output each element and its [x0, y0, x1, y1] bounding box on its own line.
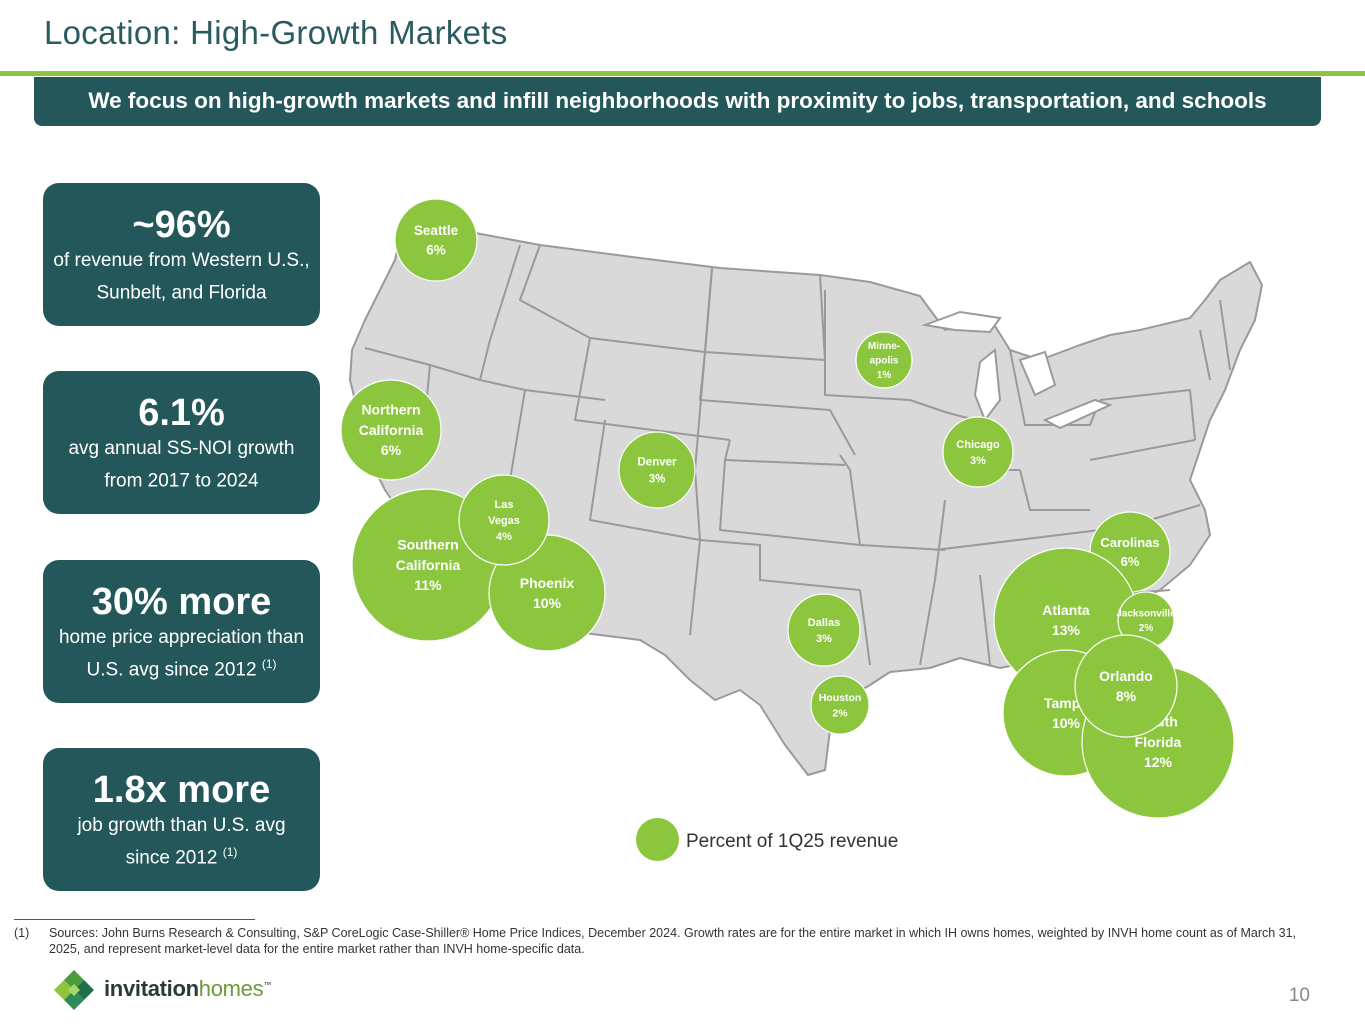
market-percent-tampa: 10%	[1052, 715, 1081, 731]
market-bubble-orlando: Orlando 8%	[1074, 634, 1178, 738]
market-label-atlanta: Atlanta	[1042, 602, 1090, 618]
market-percent-orlando: 8%	[1116, 688, 1137, 704]
market-bubble-houston: Houston 2%	[810, 675, 870, 735]
stat-value: 6.1%	[138, 392, 225, 434]
market-label-southern-california: California	[396, 557, 461, 573]
market-percent-seattle: 6%	[426, 243, 446, 258]
footnote-number: (1)	[14, 926, 30, 940]
title-divider	[0, 71, 1365, 76]
logo-wordmark: invitationhomes™	[104, 976, 272, 1001]
market-label-minneapolis: Minne-	[868, 341, 900, 352]
great-lakes	[921, 310, 1113, 430]
stat-card-noi-growth: 6.1% avg annual SS-NOI growth from 2017 …	[43, 371, 320, 514]
bubble-las-vegas	[458, 474, 550, 566]
lake-huron	[1018, 350, 1057, 397]
lake-erie	[1042, 398, 1113, 430]
stat-value: ~96%	[132, 204, 231, 246]
market-bubble-minneapolis: Minne-apolis 1%	[855, 331, 913, 389]
market-percent-dallas: 3%	[816, 633, 832, 645]
bubble-houston	[810, 675, 870, 735]
market-bubble-northern-california: Northern California 6%	[340, 379, 442, 481]
market-percent-southern-california: 11%	[414, 577, 442, 593]
stat-description: of revenue from Western U.S., Sunbelt, a…	[53, 250, 310, 304]
market-label-southern-california: Southern	[397, 537, 458, 553]
us-market-map: Seattle 6% Minne-apolis 1% Northern Californi…	[340, 198, 1263, 819]
market-percent-phoenix: 10%	[533, 595, 562, 611]
stat-card-home-price: 30% more home price appreciation than U.…	[43, 560, 320, 703]
market-label-jacksonville: Jacksonville	[1116, 608, 1176, 619]
invitation-homes-logo	[54, 970, 94, 1010]
market-label-carolinas: Carolinas	[1100, 535, 1159, 550]
market-percent-carolinas: 6%	[1121, 554, 1140, 569]
stat-description: home price appreciation than U.S. avg si…	[58, 627, 305, 681]
market-label-phoenix: Phoenix	[520, 575, 575, 591]
footnote-text: Sources: John Burns Research & Consultin…	[49, 926, 1297, 956]
legend-bubble	[636, 818, 679, 861]
bubble-chicago	[942, 416, 1014, 488]
market-percent-northern-california: 6%	[381, 442, 402, 458]
market-label-chicago: Chicago	[956, 439, 1000, 451]
market-label-seattle: Seattle	[414, 223, 459, 238]
market-label-south-florida: Florida	[1135, 734, 1182, 750]
footnote: (1) Sources: John Burns Research & Consu…	[14, 925, 1304, 957]
stat-card-revenue-share: ~96% of revenue from Western U.S., Sunbe…	[43, 183, 320, 326]
market-percent-chicago: 3%	[970, 455, 986, 467]
market-label-las-vegas: Las	[495, 499, 514, 511]
stat-value: 30% more	[91, 581, 272, 623]
market-label-dallas: Dallas	[808, 617, 840, 629]
market-label-northern-california: Northern	[361, 402, 420, 418]
bubble-dallas	[787, 593, 861, 667]
footnote-marker: (1)	[261, 657, 277, 671]
page-title: Location: High-Growth Markets	[44, 14, 508, 51]
market-bubble-las-vegas: Las Vegas 4%	[458, 474, 550, 566]
market-bubble-seattle: Seattle 6%	[394, 198, 478, 282]
market-label-las-vegas: Vegas	[488, 515, 520, 527]
market-bubble-jacksonville: Jacksonville 2%	[1116, 591, 1176, 649]
stat-value: 1.8x more	[92, 769, 271, 811]
bubble-orlando	[1074, 634, 1178, 738]
footnote-marker: (1)	[222, 845, 238, 859]
market-label-minneapolis: apolis	[870, 356, 899, 367]
market-label-northern-california: California	[359, 422, 424, 438]
market-percent-atlanta: 13%	[1052, 622, 1081, 638]
market-bubble-denver: Denver 3%	[618, 431, 696, 509]
headline-banner: We focus on high-growth markets and infi…	[34, 77, 1321, 126]
market-percent-houston: 2%	[832, 707, 848, 719]
page-number: 10	[1288, 985, 1310, 1006]
market-bubble-phoenix: Phoenix 10%	[488, 534, 606, 652]
footnote-divider	[14, 919, 255, 920]
market-bubbles: Seattle 6% Minne-apolis 1% Northern Californi…	[340, 198, 1235, 819]
lake-michigan	[973, 348, 1002, 423]
stat-description: avg annual SS-NOI growth from 2017 to 20…	[68, 438, 295, 492]
market-label-orlando: Orlando	[1099, 668, 1153, 684]
bubble-denver	[618, 431, 696, 509]
market-percent-jacksonville: 2%	[1139, 623, 1154, 634]
bubble-seattle	[394, 198, 478, 282]
bubble-northern-california	[340, 379, 442, 481]
market-label-houston: Houston	[819, 692, 862, 704]
market-label-denver: Denver	[638, 457, 678, 469]
market-bubble-chicago: Chicago 3%	[942, 416, 1014, 488]
bubble-minneapolis	[855, 331, 913, 389]
market-percent-south-florida: 12%	[1144, 754, 1173, 770]
lake-superior	[921, 310, 1002, 334]
market-percent-denver: 3%	[649, 473, 666, 485]
market-percent-minneapolis: 1%	[877, 370, 892, 381]
market-bubble-dallas: Dallas 3%	[787, 593, 861, 667]
stat-card-job-growth: 1.8x more job growth than U.S. avg since…	[43, 748, 320, 891]
legend-label: Percent of 1Q25 revenue	[686, 831, 899, 852]
stat-description: job growth than U.S. avg since 2012 (1)	[77, 815, 286, 869]
market-percent-las-vegas: 4%	[496, 531, 512, 543]
